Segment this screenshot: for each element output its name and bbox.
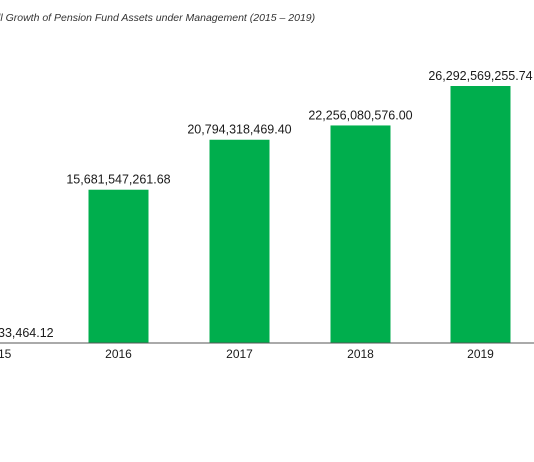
bar-2016 xyxy=(88,189,149,343)
x-tick-labels-group: 15 2016 2017 2018 2019 xyxy=(0,347,494,361)
bars-group xyxy=(0,86,511,343)
data-label-15: 33,464.12 xyxy=(0,326,54,340)
bar-2019 xyxy=(450,86,511,343)
data-label-2017: 20,794,318,469.40 xyxy=(187,123,291,137)
x-tick-label-2017: 2017 xyxy=(226,347,253,361)
bar-2018 xyxy=(330,125,391,343)
data-label-2019: 26,292,569,255.74 xyxy=(428,69,532,83)
bar-2017 xyxy=(209,139,270,343)
chart-title: ll Growth of Pension Fund Assets under M… xyxy=(0,12,316,24)
x-tick-label-15: 15 xyxy=(0,347,12,361)
x-tick-label-2018: 2018 xyxy=(347,347,374,361)
data-label-2016: 15,681,547,261.68 xyxy=(66,173,170,187)
x-tick-label-2016: 2016 xyxy=(105,347,132,361)
data-labels-group: 33,464.12 15,681,547,261.68 20,794,318,469… xyxy=(0,69,533,340)
x-tick-label-2019: 2019 xyxy=(467,347,494,361)
data-label-2018: 22,256,080,576.00 xyxy=(308,108,412,122)
